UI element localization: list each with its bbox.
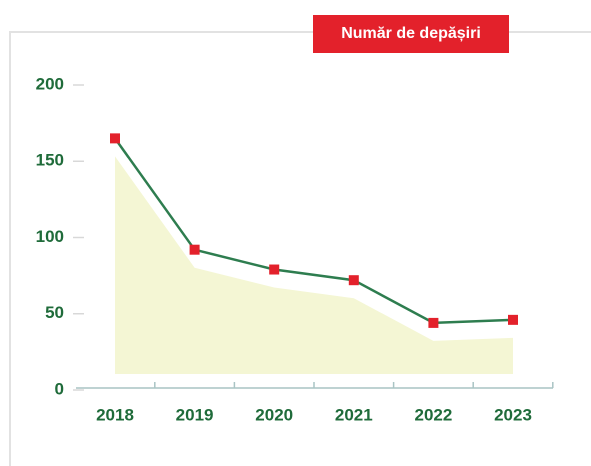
y-tick-label: 100 — [36, 227, 64, 246]
chart-title: Număr de depășiri — [341, 25, 481, 42]
x-tick-label: 2020 — [255, 405, 293, 424]
area — [115, 156, 513, 374]
x-tick-label: 2022 — [414, 405, 452, 424]
y-tick-label: 0 — [55, 379, 64, 398]
marker — [348, 275, 359, 286]
y-tick-label: 50 — [45, 303, 64, 322]
y-tick-label: 150 — [36, 151, 64, 170]
x-tick-label: 2019 — [176, 405, 214, 424]
x-tick-label: 2021 — [335, 405, 373, 424]
x-tick-label: 2023 — [494, 405, 532, 424]
marker — [508, 314, 518, 325]
marker — [189, 244, 200, 255]
marker — [110, 133, 120, 144]
title-box — [313, 15, 509, 53]
line — [113, 137, 514, 325]
marker — [428, 317, 439, 328]
y-tick-label: 200 — [36, 74, 64, 93]
x-tick-label: 2018 — [96, 405, 134, 424]
marker — [269, 264, 280, 275]
